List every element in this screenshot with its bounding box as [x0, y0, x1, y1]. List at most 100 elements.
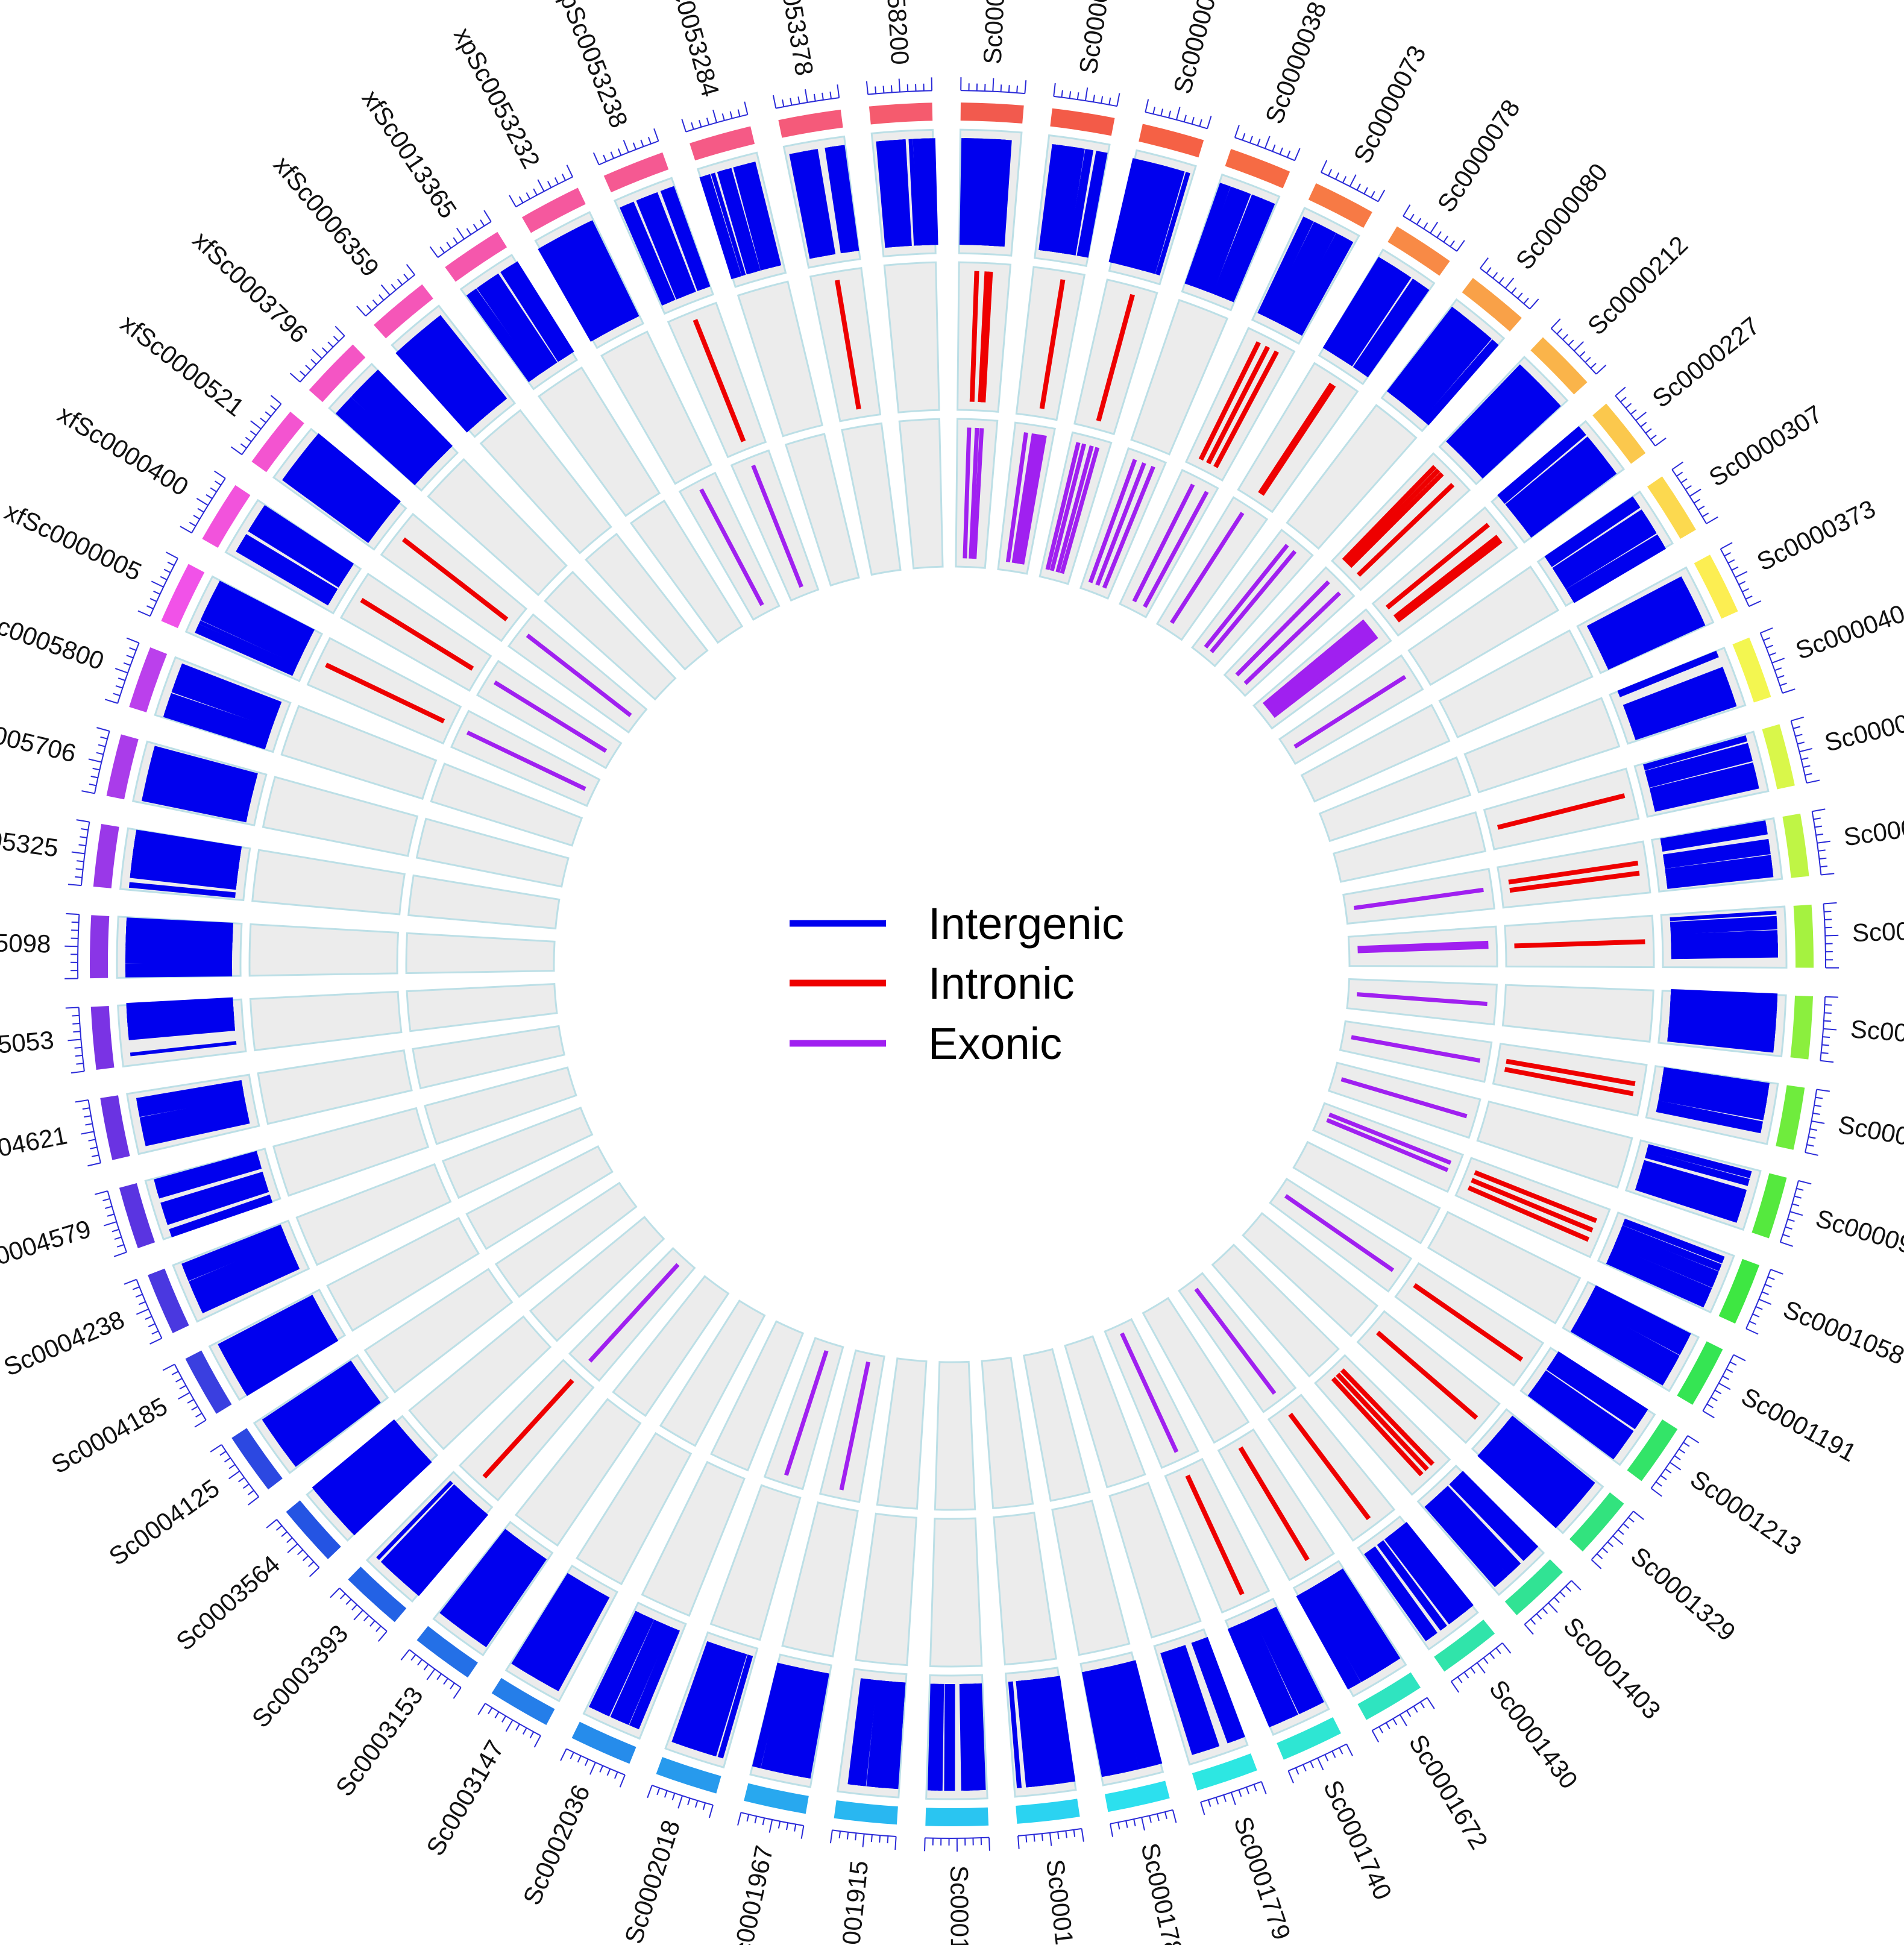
ideogram-Sc0001403 — [1504, 1559, 1563, 1615]
scale-tick — [191, 1406, 198, 1411]
scale-tick — [89, 783, 96, 787]
scale-tick — [377, 1630, 388, 1642]
intergenic-mark — [889, 139, 908, 247]
exonic-mark — [1017, 434, 1043, 564]
exonic-mark — [1049, 443, 1087, 571]
intergenic-mark — [1645, 746, 1752, 785]
scale-tick — [533, 1735, 541, 1748]
track-exonic-bg — [406, 982, 558, 1032]
scale-tick — [443, 1678, 448, 1685]
intergenic-mark — [231, 1317, 330, 1380]
intergenic-mark — [160, 1172, 265, 1211]
scale-tick — [1363, 187, 1368, 195]
scale-tick — [71, 1070, 85, 1074]
intergenic-mark — [761, 1664, 793, 1771]
scale-tick — [75, 1099, 89, 1103]
intergenic-mark — [236, 1324, 334, 1387]
scale-tick — [1427, 1697, 1435, 1709]
scale-tick — [1242, 133, 1246, 140]
intergenic-mark — [451, 1536, 520, 1626]
intergenic-mark — [254, 516, 347, 579]
scale-tick — [1767, 1276, 1775, 1280]
scale-tick — [76, 1063, 84, 1065]
intergenic-mark — [1185, 183, 1231, 288]
scale-tick — [1618, 1529, 1624, 1535]
track-exonic-bg — [1142, 1296, 1250, 1444]
intergenic-mark — [1117, 1663, 1149, 1768]
intergenic-mark — [961, 138, 975, 245]
exonic-mark — [1272, 635, 1378, 718]
intergenic-mark — [1550, 1355, 1645, 1423]
scale-tick — [1302, 1764, 1307, 1772]
scale-tick — [1287, 1770, 1294, 1783]
intronic-mark — [360, 598, 474, 671]
scaffold-label: Sc0001058 — [1779, 1295, 1904, 1370]
exonic-mark — [784, 1350, 829, 1476]
intergenic-mark — [1397, 1522, 1473, 1613]
scale-tick — [813, 93, 816, 101]
scaffold-label: Sc0001672 — [1404, 1730, 1494, 1855]
intergenic-mark — [1472, 395, 1556, 474]
scale-tick — [195, 1412, 203, 1418]
scale-tick — [214, 480, 222, 486]
ideogram-Sc0001967 — [744, 1783, 809, 1814]
scale-axis — [241, 403, 282, 455]
intronic-mark — [1039, 279, 1066, 409]
track-exonic-bg — [494, 1181, 638, 1298]
intergenic-mark — [1258, 216, 1312, 317]
scaffold-label: Sc0001863 — [945, 1865, 974, 1945]
scale-axis — [174, 1364, 207, 1421]
scale-axis — [1650, 1435, 1688, 1489]
track-exonic-bg — [407, 874, 561, 930]
intergenic-mark — [1662, 1067, 1770, 1092]
intergenic-mark — [1623, 667, 1725, 710]
scale-tick — [1081, 1828, 1084, 1842]
scale-axis — [566, 1748, 626, 1776]
track-exonic-bg — [529, 1216, 665, 1342]
ideogram-Sc0000482 — [1782, 813, 1809, 878]
scale-tick — [1356, 183, 1361, 190]
track-exonic-bg — [763, 1337, 844, 1491]
intergenic-mark — [1231, 1626, 1276, 1726]
scaffold-label: Sc0000036 — [1168, 0, 1228, 96]
scale-tick — [554, 177, 559, 184]
scale-tick — [224, 1457, 231, 1463]
intergenic-mark — [1530, 1389, 1619, 1457]
exonic-mark — [1132, 483, 1195, 603]
scale-tick — [321, 347, 328, 353]
scale-tick — [1812, 808, 1826, 812]
exonic-mark — [1357, 944, 1489, 954]
scale-tick — [1492, 272, 1498, 279]
scale-tick — [107, 1213, 115, 1217]
intergenic-mark — [545, 239, 606, 338]
intergenic-mark — [630, 1627, 680, 1729]
scale-tick — [1645, 428, 1652, 434]
scale-tick — [1568, 339, 1574, 346]
intergenic-mark — [262, 1360, 356, 1428]
intergenic-mark — [224, 1304, 322, 1365]
scale-tick — [494, 1711, 500, 1718]
scale-tick — [126, 637, 140, 644]
ideogram-Sc0000661 — [1790, 995, 1814, 1060]
intergenic-mark — [1451, 1476, 1532, 1559]
intergenic-mark — [183, 1227, 286, 1278]
exonic-mark — [588, 1263, 680, 1363]
intergenic-mark — [1353, 279, 1422, 373]
scale-tick — [617, 148, 622, 156]
sector-Sc0001213: Sc0001213 — [1269, 1177, 1807, 1560]
scale-tick — [754, 1816, 758, 1824]
scale-tick — [81, 828, 89, 831]
scale-tick — [526, 192, 531, 200]
exonic-mark — [1284, 1194, 1395, 1272]
intronic-mark — [1506, 1058, 1636, 1086]
scale-tick — [687, 1798, 691, 1806]
scale-tick — [1495, 1647, 1501, 1654]
track-intronic-bg — [883, 261, 940, 413]
scaffold-label: Sc0000038 — [1260, 0, 1332, 128]
intergenic-mark — [899, 139, 912, 247]
intergenic-mark — [171, 682, 275, 728]
scale-tick — [1689, 488, 1701, 497]
intergenic-mark — [1340, 269, 1402, 361]
scale-tick — [570, 1752, 574, 1759]
scale-tick — [1152, 107, 1156, 115]
